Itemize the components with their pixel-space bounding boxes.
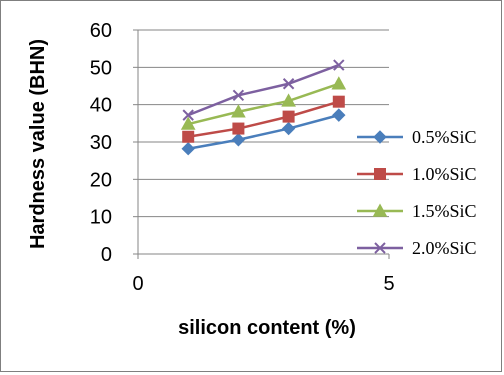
- data-point-2-0-sic-1: [232, 89, 245, 102]
- data-point-1-5-sic-3: [331, 76, 347, 90]
- data-point-2-0-sic-2: [282, 78, 295, 90]
- legend-item-0-5-sic: 0.5%SiC: [357, 127, 477, 147]
- series-markers: [180, 59, 347, 156]
- y-tick-labels: 0 10 20 30 40 50 60: [90, 20, 112, 266]
- legend-marker-0-5-sic: [373, 130, 387, 144]
- gridlines: [138, 29, 389, 218]
- data-point-0-5-sic-0: [181, 142, 195, 156]
- data-point-1-0-sic-0: [182, 130, 195, 143]
- data-point-2-0-sic-3: [333, 59, 345, 71]
- y-tick-label-30: 30: [90, 132, 112, 154]
- series-lines: [187, 63, 340, 150]
- x-tick-label-5: 5: [383, 273, 394, 295]
- data-point-1-5-sic-2: [281, 93, 296, 107]
- data-point-1-5-sic-0: [180, 116, 196, 130]
- legend-marker-1-0-sic: [374, 168, 386, 180]
- y-axis-title: Hardness value (BHN): [27, 39, 49, 249]
- legend-marker-2-0-sic: [374, 242, 386, 254]
- legend-item-1-0-sic: 1.0%SiC: [357, 164, 477, 184]
- data-point-1-0-sic-2: [282, 110, 295, 123]
- y-tick-label-60: 60: [90, 20, 112, 42]
- legend-label-0-5-sic: 0.5%SiC: [412, 127, 477, 147]
- data-point-2-0-sic-0: [182, 109, 194, 121]
- legend-label-1-0-sic: 1.0%SiC: [412, 164, 477, 184]
- axes: [133, 29, 390, 259]
- data-point-0-5-sic-2: [281, 121, 296, 136]
- y-tick-label-20: 20: [90, 169, 112, 191]
- legend-label-2-0-sic: 2.0%SiC: [412, 238, 477, 258]
- y-tick-label-50: 50: [90, 57, 112, 79]
- legend-item-1-5-sic: 1.5%SiC: [357, 201, 477, 221]
- data-point-1-5-sic-1: [231, 104, 246, 118]
- y-tick-label-40: 40: [90, 95, 112, 117]
- data-point-1-0-sic-3: [332, 95, 345, 108]
- y-tick-label-0: 0: [101, 244, 112, 266]
- series-line-2-0-sic: [187, 63, 340, 117]
- legend-label-1-5-sic: 1.5%SiC: [412, 201, 477, 221]
- series-line-1-0-sic: [187, 100, 340, 139]
- data-point-0-5-sic-1: [231, 133, 246, 147]
- y-tick-label-10: 10: [90, 207, 112, 229]
- data-point-1-0-sic-1: [232, 122, 245, 135]
- x-tick-label-0: 0: [132, 273, 143, 295]
- legend-item-2-0-sic: 2.0%SiC: [357, 238, 477, 258]
- x-axis-title: silicon content (%): [178, 317, 356, 339]
- legend-marker-1-5-sic: [372, 203, 388, 217]
- series-line-1-5-sic: [187, 82, 340, 126]
- data-point-0-5-sic-3: [332, 108, 346, 122]
- legend: 0.5%SiC 1.0%SiC 1.5%SiC 2.0%SiC: [357, 127, 477, 258]
- series-line-0-5-sic: [187, 113, 340, 150]
